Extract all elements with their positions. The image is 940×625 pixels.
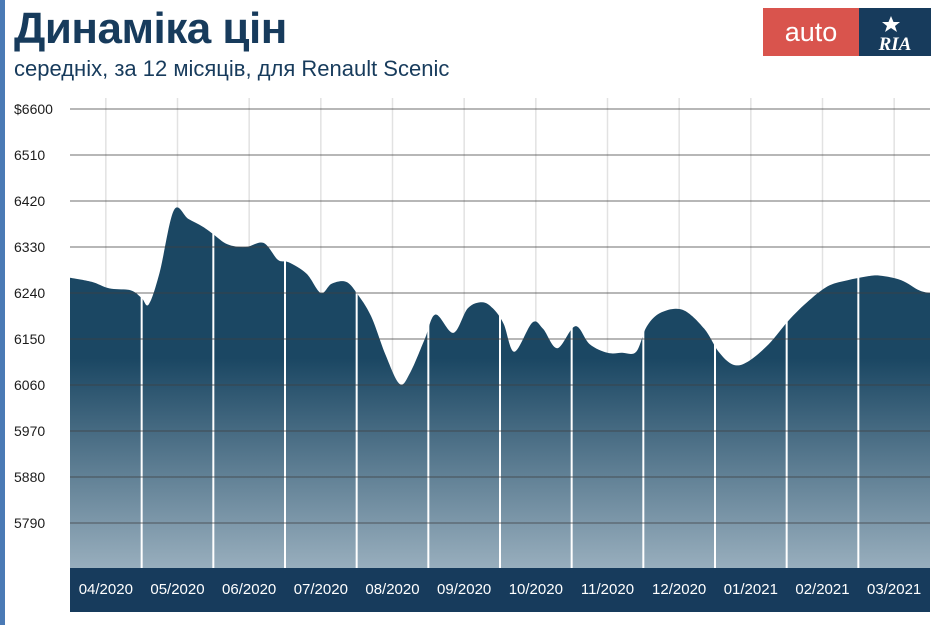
logo-auto-text: auto	[763, 8, 859, 56]
y-tick-label: 6420	[14, 193, 46, 209]
y-tick-label: 6150	[14, 331, 46, 347]
y-tick-label: 6330	[14, 239, 46, 255]
x-tick-label: 09/2020	[437, 581, 492, 598]
y-tick-label: 6510	[14, 147, 46, 163]
x-tick-label: 12/2020	[652, 581, 707, 598]
x-tick-label: 07/2020	[293, 581, 348, 598]
y-tick-label: 6060	[14, 377, 46, 393]
page-subtitle: середніх, за 12 місяців, для Renault Sce…	[14, 56, 450, 81]
x-tick-label: 04/2020	[78, 581, 133, 598]
x-tick-label: 11/2020	[580, 581, 635, 598]
x-tick-label: 03/2021	[867, 581, 922, 598]
x-axis-bar	[70, 568, 930, 612]
x-tick-label: 05/2020	[150, 581, 205, 598]
x-tick-label: 06/2020	[222, 581, 277, 598]
logo-ria-text: RIA	[878, 34, 912, 55]
x-tick-label: 10/2020	[508, 581, 563, 598]
x-tick-label: 08/2020	[365, 581, 420, 598]
y-tick-label: 5880	[14, 469, 46, 485]
y-tick-label: 5970	[14, 423, 46, 439]
left-accent-bar	[0, 0, 5, 625]
y-tick-label: 6240	[14, 285, 46, 301]
autoria-logo: auto RIA	[763, 8, 931, 56]
star-icon	[882, 16, 900, 32]
page-title: Динаміка цін	[14, 4, 287, 53]
x-tick-label: 01/2021	[723, 581, 778, 598]
y-tick-label: 5790	[14, 515, 46, 531]
logo-ria-mark: RIA	[859, 8, 931, 56]
y-tick-label: $6600	[14, 101, 53, 117]
x-tick-label: 02/2021	[795, 581, 850, 598]
